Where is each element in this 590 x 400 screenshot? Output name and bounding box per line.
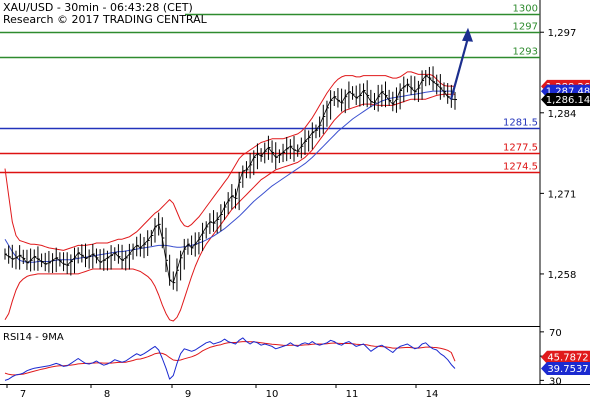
moving-average-line [4,90,456,263]
rsi-line [4,337,456,381]
price-badge-last-price: 1,286.14 [541,93,590,107]
price-badge-value: 1,287.48 [546,87,590,98]
time-axis-label: 14 [426,389,439,400]
price-axis-label: 1,271 [548,189,577,200]
level-label-1300: 1300 [513,4,538,15]
level-label-1293: 1293 [513,47,538,58]
time-axis-label: 7 [20,389,26,400]
chart-title: XAU/USD - 30min - 06:43:28 (CET) [3,1,193,14]
time-axis-label: 8 [104,389,110,400]
level-label-1274-5: 1274.5 [503,162,538,173]
price-axis-label: 1,258 [548,270,577,281]
time-axis-label: 10 [266,389,279,400]
rsi-badge-shape [541,350,590,364]
rsi-badge-value: 45.7872 [547,353,588,364]
rsi-badge-shape [541,362,590,376]
rsi-ma-line [4,341,456,376]
rsi-badge-value: 39.7537 [547,364,588,375]
time-axis-label: 9 [185,389,191,400]
price-close-line [4,75,456,284]
bollinger-upper-line [4,71,456,251]
copyright-label: Research © 2017 TRADING CENTRAL [3,13,207,26]
rsi-axis-label: 30 [549,376,562,387]
time-axis-label: 11 [346,389,359,400]
price-badge-shape [541,93,590,107]
price-bars [4,66,457,292]
rsi-axis-label: 70 [549,328,562,339]
forecast-arrow-head [462,27,473,42]
bollinger-lower-line [4,93,455,322]
price-axis-label: 1,284 [548,109,577,120]
price-axis-label: 1,297 [548,28,577,39]
price-badge-value: 1,286.14 [546,95,590,106]
rsi-panel-title: RSI14 - 9MA [3,332,64,343]
rsi-badge-ma: 45.7872 [541,350,590,364]
level-label-1297: 1297 [513,22,538,33]
rsi-badge-rsi: 39.7537 [541,362,590,376]
forecast-arrow-shaft [449,37,470,100]
level-label-1281-5: 1281.5 [503,118,538,129]
level-label-1277-5: 1277.5 [503,143,538,154]
